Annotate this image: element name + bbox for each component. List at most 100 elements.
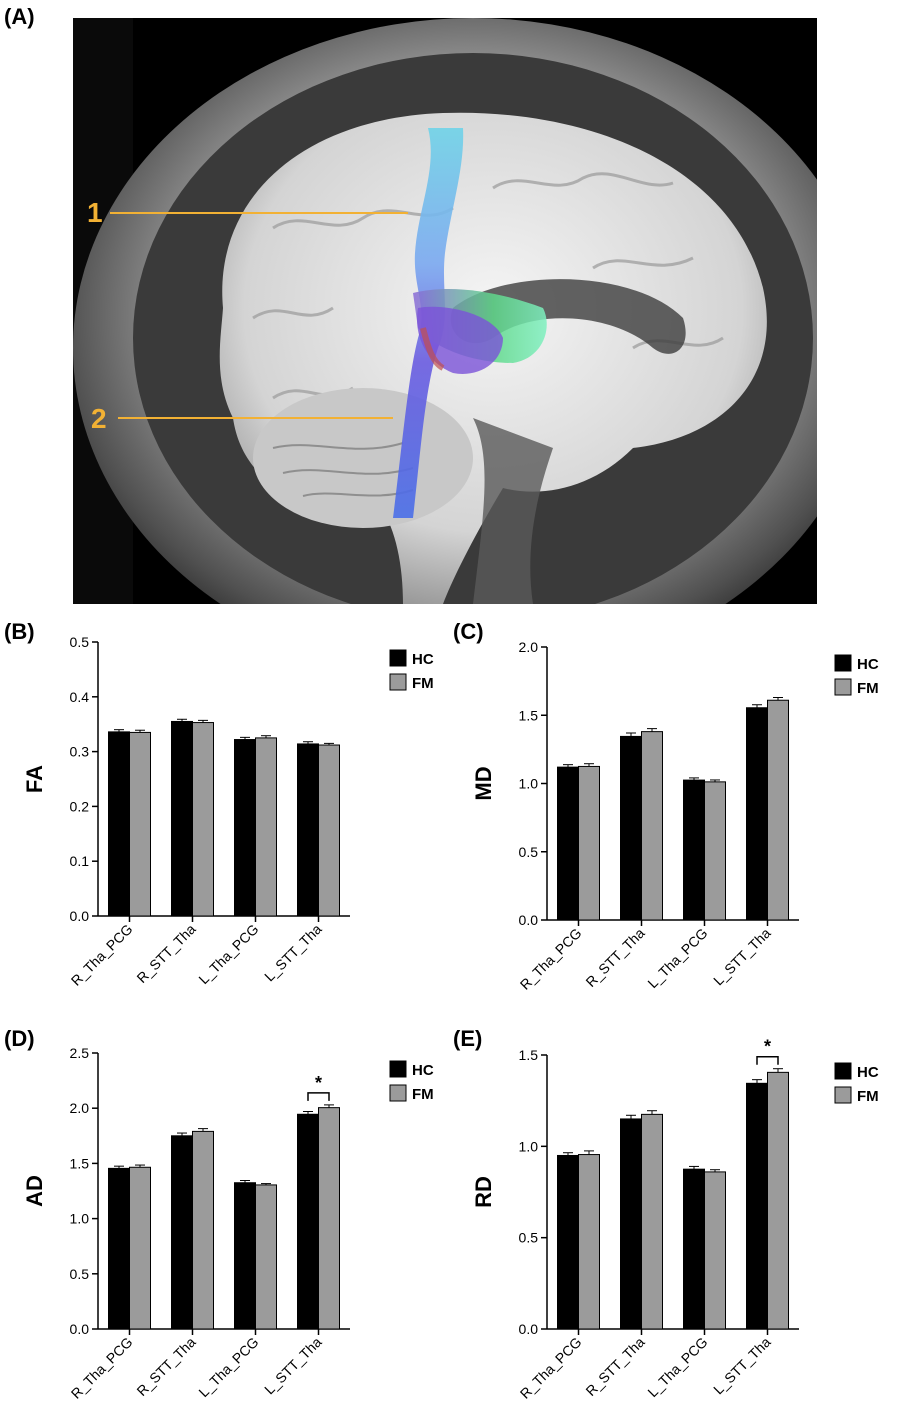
y-tick-label: 1.0 (70, 1211, 90, 1227)
bar-fm (578, 1154, 600, 1330)
y-tick-label: 1.5 (519, 1047, 539, 1063)
annotation-number-2: 2 (91, 403, 107, 434)
legend-swatch-fm (389, 1084, 407, 1102)
brain-tractography-image: 1 2 (73, 18, 873, 678)
y-tick-label: 0.0 (519, 912, 539, 928)
chart-rd: (E) RD 0.0 0.5 1.0 1.5 R_Tha_PCG R_STT_Tha L_Tha… (449, 1017, 898, 1424)
x-tick-label: L_STT_Tha (710, 1334, 774, 1398)
bar-fm (767, 1071, 789, 1330)
legend-swatch-hc (834, 1062, 852, 1080)
bar-hc (683, 1168, 705, 1330)
x-tick-label: R_Tha_PCG (517, 925, 585, 993)
x-tick-label: L_Tha_PCG (644, 1334, 710, 1400)
chart-ad: (D) AD 0.0 0.5 1.0 1.5 2.0 2.5 R_Tha_PCG R_STT_Th… (0, 1017, 449, 1424)
bar-hc (557, 1154, 579, 1330)
y-tick-label: 1.5 (70, 1155, 90, 1171)
y-tick-label: 0.0 (70, 1321, 90, 1337)
y-tick-label: 0.0 (70, 908, 90, 924)
legend-swatch-fm (389, 673, 407, 691)
legend-label-fm: FM (412, 1086, 434, 1103)
y-axis-label: MD (471, 766, 496, 800)
y-tick-label: 1.0 (519, 1138, 539, 1154)
y-tick-label: 0.4 (70, 689, 90, 705)
significance-marker: * (764, 1037, 771, 1057)
x-tick-label: R_Tha_PCG (68, 1334, 136, 1402)
bar-hc (108, 731, 130, 917)
legend-label-hc: HC (857, 656, 879, 673)
bar-fm (129, 1166, 151, 1330)
bar-hc (683, 779, 705, 921)
significance-bracket (756, 1055, 779, 1065)
bar-hc (234, 1182, 256, 1330)
significance-bracket (307, 1092, 330, 1101)
bar-hc (297, 743, 319, 917)
bar-hc (557, 766, 579, 921)
x-tick-label: L_Tha_PCG (195, 921, 261, 987)
y-tick-label: 0.5 (70, 634, 90, 650)
legend-label-hc: HC (412, 651, 434, 668)
x-tick-label: R_STT_Tha (133, 1334, 198, 1399)
legend-label-hc: HC (857, 1064, 879, 1081)
bar-hc (171, 1135, 193, 1330)
bar-hc (108, 1167, 130, 1330)
y-tick-label: 2.0 (70, 1100, 90, 1116)
chart-fa: (B) FA 0.0 0.1 0.2 0.3 0.4 0.5 R_Tha_PCG R_STT_Th… (0, 610, 449, 1017)
panel-label: (D) (4, 1026, 35, 1051)
x-tick-label: L_STT_Tha (261, 1334, 325, 1398)
y-tick-label: 0.5 (70, 1266, 90, 1282)
chart-md: (C) MD 0.0 0.5 1.0 1.5 2.0 R_Tha_PCG R_STT_Tha L_… (449, 610, 898, 1017)
panel-label: (C) (453, 619, 484, 644)
legend-swatch-hc (834, 654, 852, 672)
panel-label: (B) (4, 619, 35, 644)
y-tick-label: 0.1 (70, 853, 90, 869)
bar-hc (620, 1118, 642, 1330)
legend-label-hc: HC (412, 1062, 434, 1079)
x-tick-label: R_Tha_PCG (517, 1334, 585, 1402)
significance-marker: * (315, 1073, 322, 1093)
bar-fm (704, 1171, 726, 1330)
legend-swatch-hc (389, 1060, 407, 1078)
x-tick-label: R_STT_Tha (582, 1334, 647, 1399)
legend-swatch-fm (834, 678, 852, 696)
bar-fm (641, 731, 663, 921)
x-tick-label: L_Tha_PCG (644, 925, 710, 991)
annotation-number-1: 1 (87, 197, 103, 228)
bar-fm (641, 1113, 663, 1330)
y-tick-label: 0.3 (70, 744, 90, 760)
legend-swatch-fm (834, 1086, 852, 1104)
bar-hc (746, 1082, 768, 1330)
y-tick-label: 0.5 (519, 1230, 539, 1246)
legend-label-fm: FM (412, 675, 434, 692)
bar-fm (704, 781, 726, 921)
bar-hc (234, 739, 256, 917)
legend-swatch-hc (389, 649, 407, 667)
y-tick-label: 2.0 (519, 639, 539, 655)
legend-label-fm: FM (857, 680, 879, 697)
x-tick-label: R_STT_Tha (582, 925, 647, 990)
x-tick-label: R_STT_Tha (133, 921, 198, 986)
panel-a-label: (A) (4, 4, 35, 29)
bar-fm (255, 737, 277, 917)
y-tick-label: 0.5 (519, 844, 539, 860)
bar-fm (129, 731, 151, 917)
x-tick-label: L_STT_Tha (710, 925, 774, 989)
bar-hc (297, 1113, 319, 1330)
y-axis-label: FA (22, 765, 47, 793)
y-tick-label: 0.2 (70, 798, 90, 814)
bar-hc (746, 707, 768, 921)
bar-fm (192, 722, 214, 917)
y-tick-label: 0.0 (519, 1321, 539, 1337)
y-tick-label: 1.5 (519, 707, 539, 723)
x-tick-label: L_Tha_PCG (195, 1334, 261, 1400)
bar-fm (318, 744, 340, 917)
bar-fm (318, 1107, 340, 1330)
y-axis-label: RD (471, 1176, 496, 1208)
bar-hc (171, 720, 193, 917)
bar-fm (255, 1184, 277, 1330)
bar-fm (767, 699, 789, 921)
bar-hc (620, 735, 642, 921)
legend-label-fm: FM (857, 1088, 879, 1105)
y-tick-label: 1.0 (519, 776, 539, 792)
y-tick-label: 2.5 (70, 1045, 90, 1061)
x-tick-label: R_Tha_PCG (68, 921, 136, 989)
